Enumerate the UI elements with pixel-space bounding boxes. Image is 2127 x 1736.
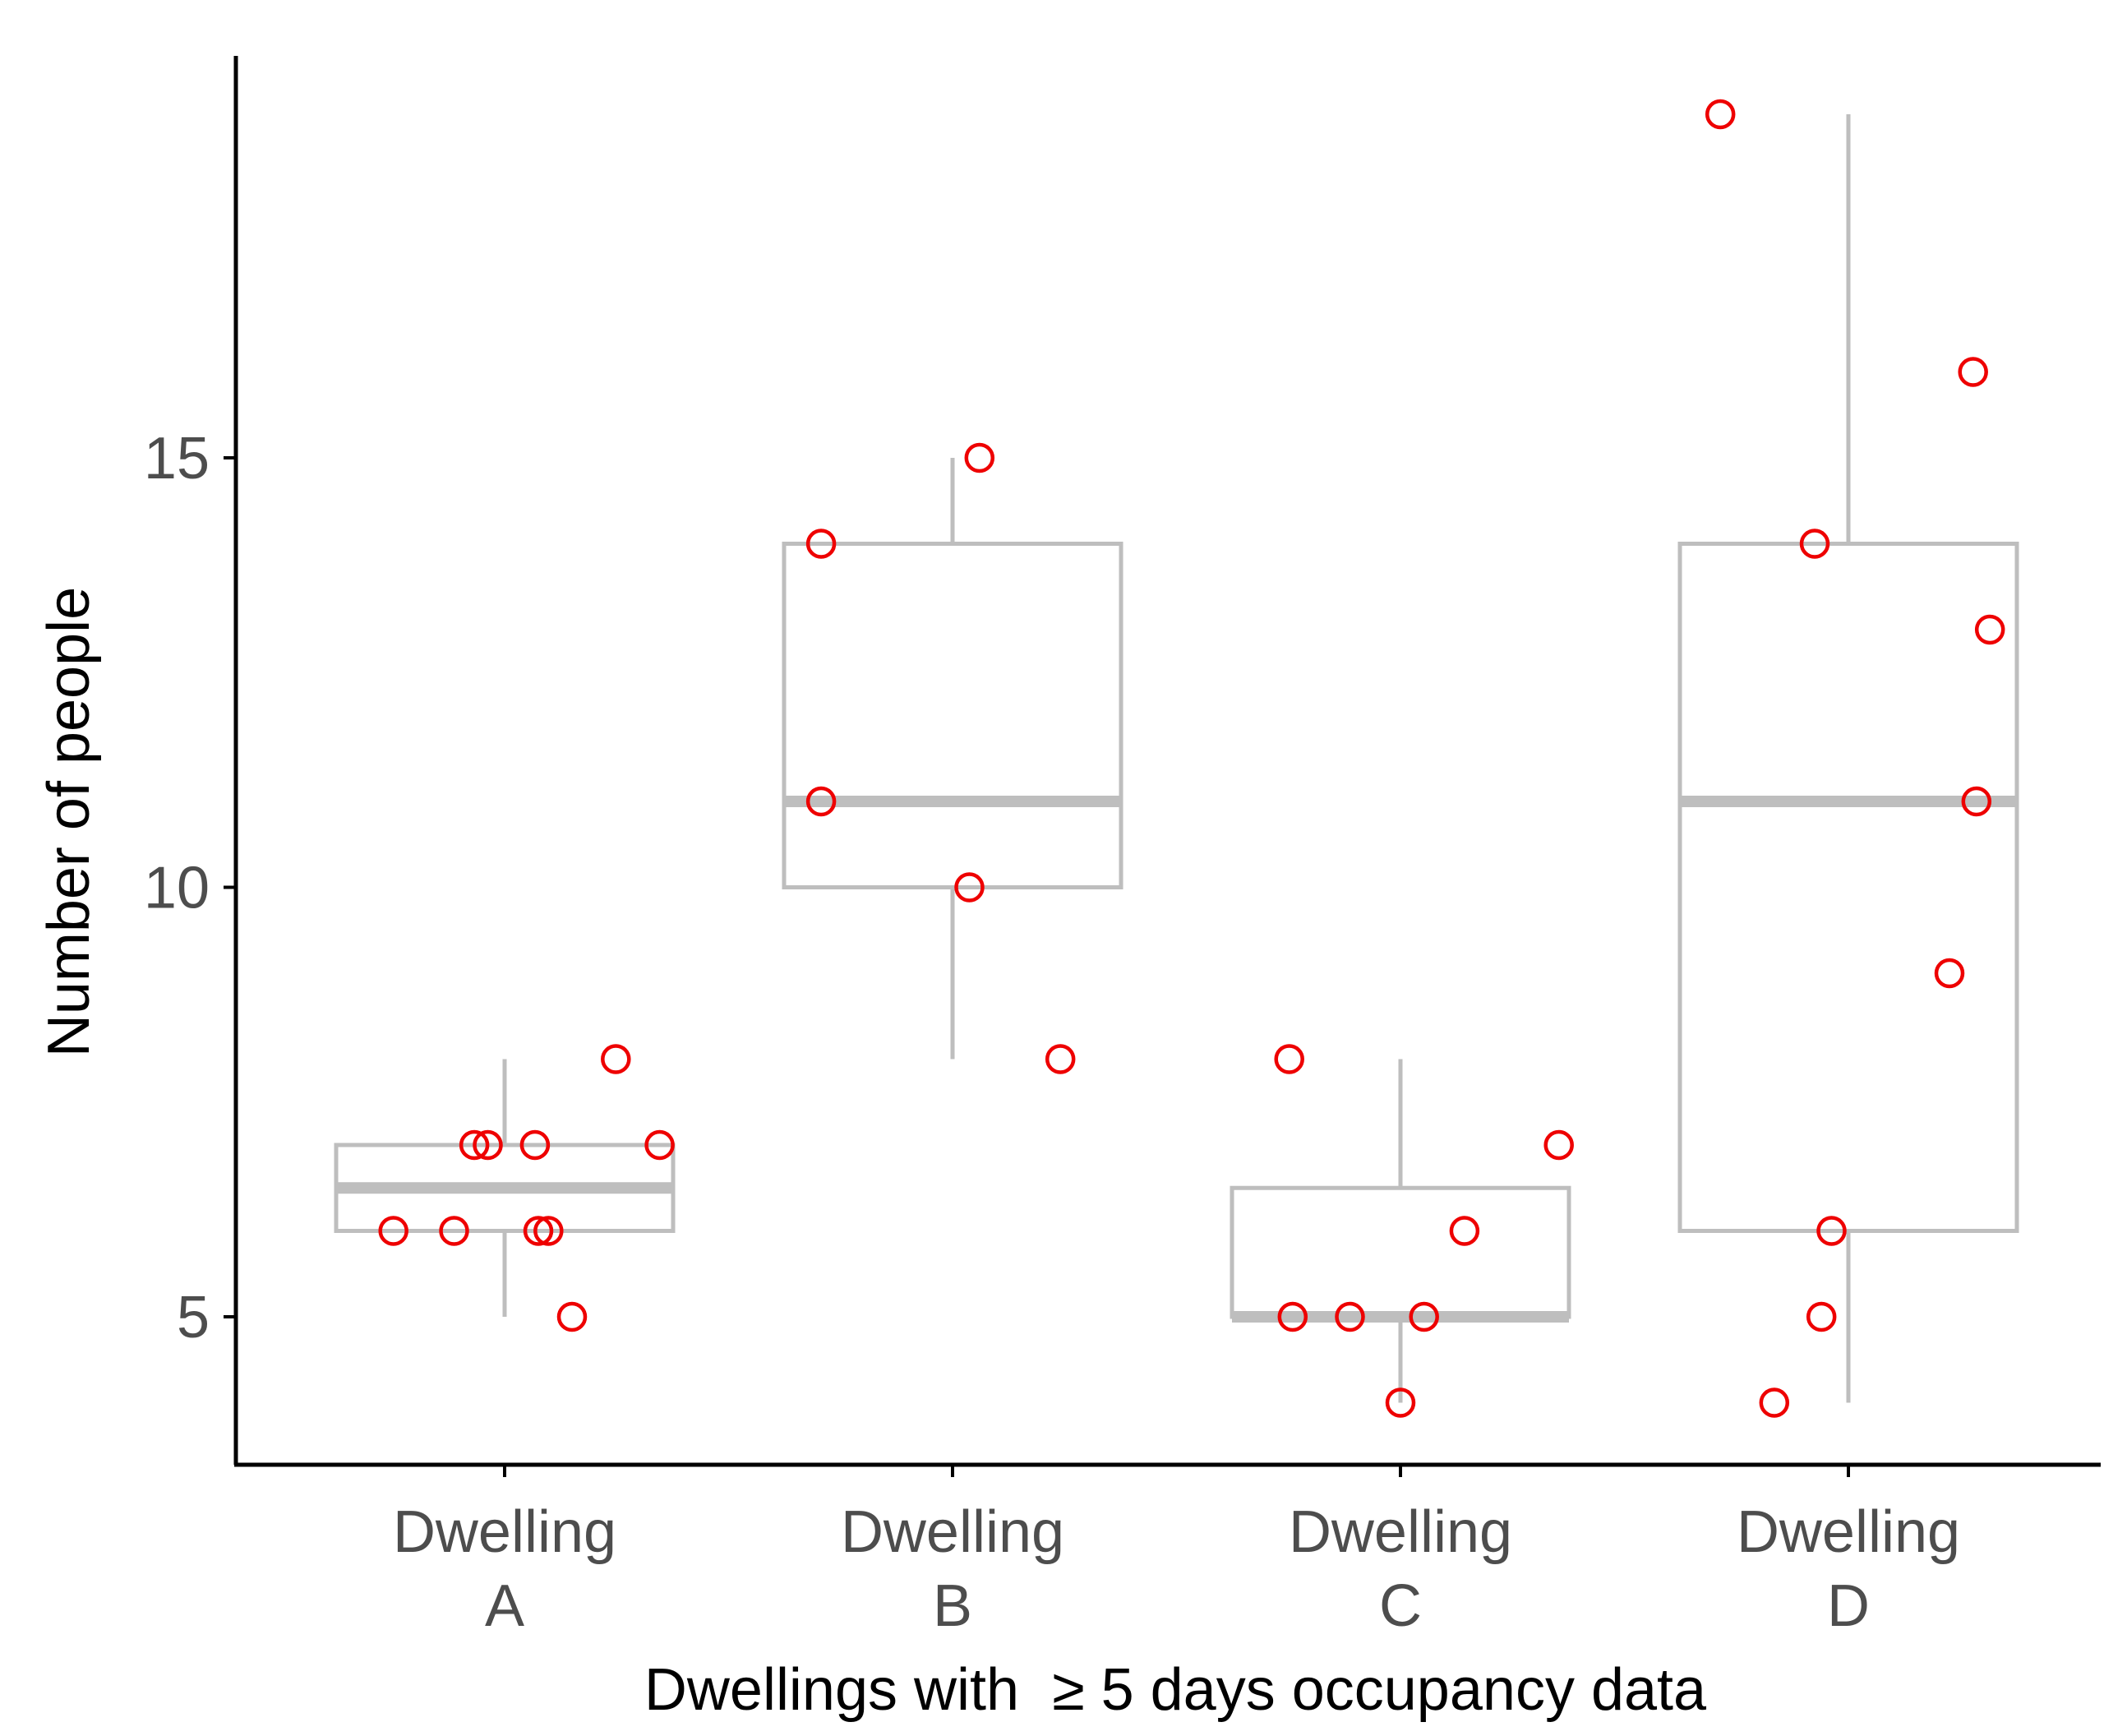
x-axis-title: Dwellings with ≥ 5 days occupancy data [644, 1657, 1707, 1723]
point-c-2 [1335, 1301, 1365, 1332]
point-c-5 [1449, 1216, 1480, 1246]
points-layer [378, 99, 2005, 1418]
y-axis-title: Number of people [36, 587, 102, 1057]
point-a-0 [378, 1216, 408, 1246]
point-c-0 [1274, 1044, 1304, 1074]
point-d-8 [1974, 614, 2005, 645]
point-a-9 [644, 1129, 675, 1161]
point-b-2 [954, 872, 985, 903]
point-c-6 [1543, 1129, 1574, 1161]
point-d-0 [1705, 99, 1736, 130]
point-a-3 [473, 1129, 503, 1161]
point-d-4 [1816, 1216, 1847, 1246]
box-c-iqr [1230, 1185, 1571, 1319]
point-d-2 [1799, 529, 1830, 559]
y-tick-label-15: 15 [144, 426, 210, 492]
point-a-4 [519, 1129, 551, 1161]
box-d-iqr [1677, 542, 2019, 1233]
point-d-6 [1958, 357, 1988, 387]
point-b-1 [805, 786, 837, 817]
point-c-4 [1409, 1301, 1439, 1332]
box-b-iqr [782, 542, 1123, 889]
point-c-1 [1277, 1301, 1308, 1332]
point-b-3 [964, 442, 995, 473]
point-d-3 [1806, 1301, 1837, 1332]
y-tick-label-10: 10 [144, 856, 210, 921]
x-tick-label-c-line2: C [1379, 1573, 1422, 1639]
y-tick-label-5: 5 [177, 1285, 210, 1350]
point-b-0 [805, 529, 837, 559]
x-tick-label-c-line1: Dwelling [1289, 1499, 1512, 1565]
x-tick-label-d-line2: D [1827, 1573, 1870, 1639]
point-a-8 [601, 1044, 631, 1074]
point-a-2 [459, 1129, 490, 1161]
point-a-1 [439, 1216, 469, 1246]
point-c-3 [1385, 1387, 1416, 1418]
axes-layer [233, 56, 2101, 1467]
point-d-5 [1934, 958, 1965, 989]
point-d-1 [1759, 1387, 1790, 1418]
x-tick-label-a-line2: A [485, 1573, 524, 1639]
point-d-7 [1961, 786, 1992, 817]
point-a-7 [556, 1301, 588, 1332]
point-b-4 [1045, 1044, 1076, 1074]
x-tick-label-b-line1: Dwelling [841, 1499, 1064, 1565]
x-tick-label-d-line1: Dwelling [1737, 1499, 1960, 1565]
x-tick-label-b-line2: B [933, 1573, 972, 1639]
ticks-layer: 5 10 15 Dwelling A Dwelling B Dwelling C Dwelling… [144, 426, 1960, 1639]
point-a-6 [533, 1216, 564, 1246]
point-a-5 [523, 1216, 554, 1246]
boxes-layer [334, 114, 2019, 1403]
x-tick-label-a-line1: Dwelling [393, 1499, 616, 1565]
